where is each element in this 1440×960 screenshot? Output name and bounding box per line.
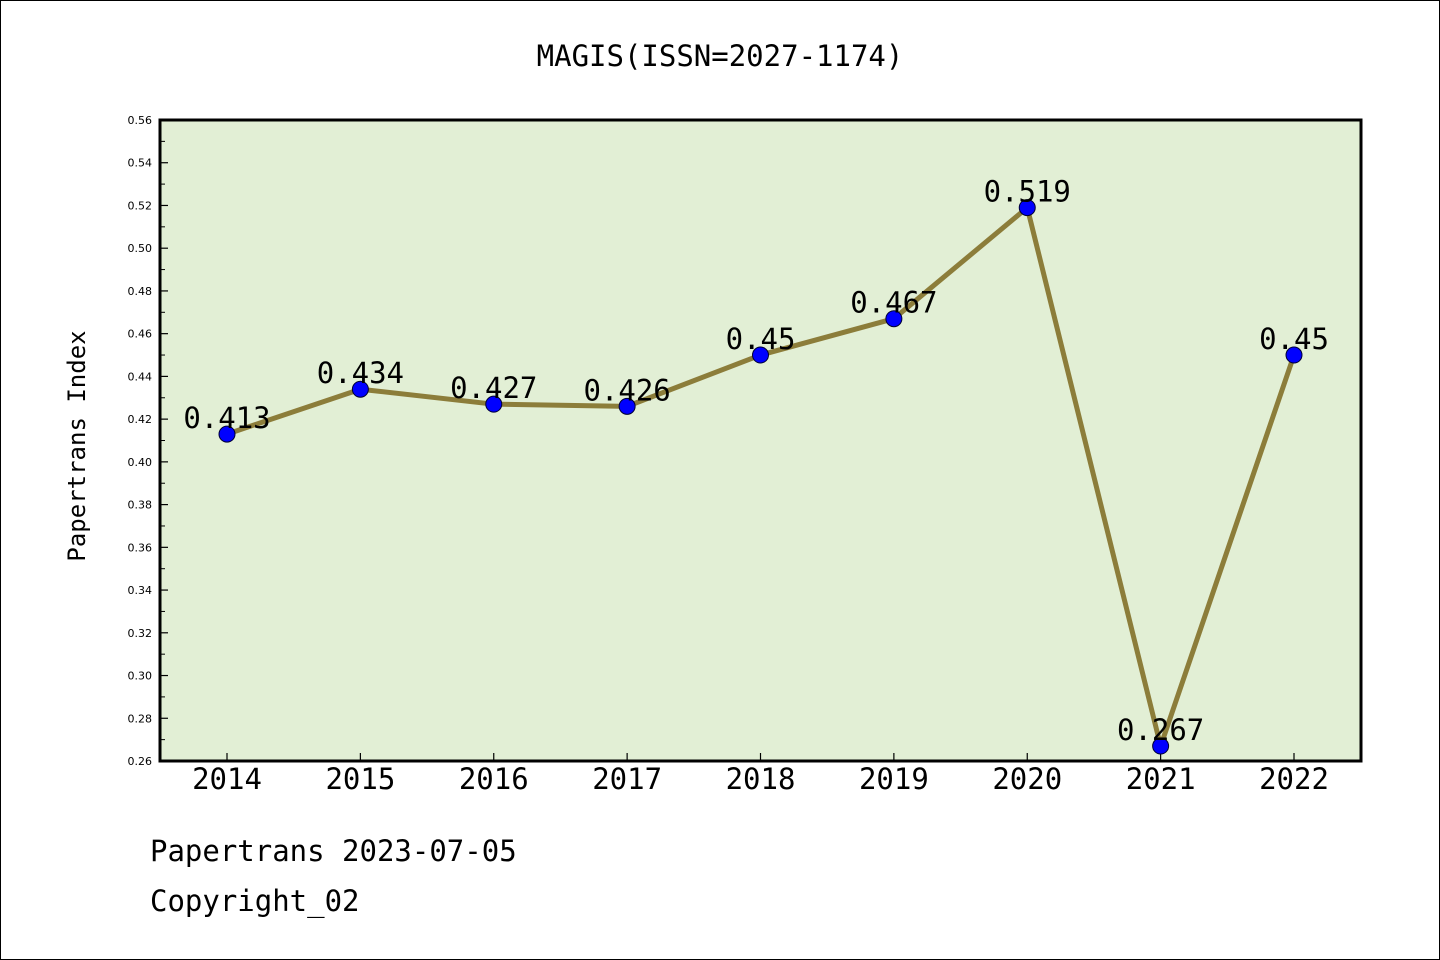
x-tick-label: 2022	[1259, 762, 1329, 796]
data-label: 0.426	[583, 373, 670, 407]
y-tick-label: 0.32	[128, 627, 153, 640]
x-tick-label: 2018	[726, 762, 796, 796]
y-tick-label: 0.54	[128, 157, 153, 170]
data-point	[218, 425, 236, 443]
data-point	[885, 310, 903, 328]
y-tick-label: 0.56	[128, 114, 153, 127]
x-tick-label: 2019	[859, 762, 929, 796]
y-axis-label: Papertrans Index	[63, 330, 91, 561]
x-tick-label: 2015	[325, 762, 395, 796]
data-label: 0.413	[183, 401, 270, 435]
y-tick-label: 0.48	[128, 285, 153, 298]
x-tick-label: 2017	[592, 762, 662, 796]
plot-area	[158, 118, 1363, 763]
footer-copyright: Copyright_02	[150, 884, 360, 918]
y-tick-label: 0.42	[128, 413, 153, 426]
data-labels: 0.413 0.434 0.427 0.426 0.45 0.467 0.519 0.267 0…	[183, 175, 1329, 747]
chart-title: MAGIS(ISSN=2027-1174)	[537, 39, 904, 73]
y-tick-label: 0.28	[128, 712, 153, 725]
data-point	[618, 397, 636, 415]
y-tick-label: 0.34	[128, 584, 153, 597]
data-label: 0.267	[1117, 713, 1204, 747]
y-tick-label: 0.30	[128, 670, 153, 683]
data-label: 0.427	[450, 371, 537, 405]
footer-date: Papertrans 2023-07-05	[150, 834, 517, 868]
data-point	[351, 380, 369, 398]
y-tick-label: 0.40	[128, 456, 153, 469]
data-point	[752, 346, 769, 364]
y-tick-label: 0.50	[128, 242, 153, 255]
data-label: 0.467	[850, 286, 937, 320]
data-point	[1152, 737, 1170, 755]
data-label: 0.45	[726, 322, 796, 356]
y-tick-label: 0.26	[128, 755, 153, 768]
y-tick-label: 0.36	[128, 541, 153, 554]
data-point	[1018, 199, 1036, 217]
y-tick-label: 0.44	[128, 370, 153, 383]
x-tick-label: 2021	[1126, 762, 1196, 796]
data-point	[485, 395, 503, 413]
x-tick-label: 2014	[192, 762, 262, 796]
y-tick-label: 0.46	[128, 328, 153, 341]
y-axis: 0.26 0.28 0.30 0.32 0.34 0.36 0.38 0.40 0.42 0.44…	[128, 114, 168, 768]
x-axis: 2014 2015 2016 2017 2018 2019 2020 2021 2022	[192, 753, 1329, 796]
data-label: 0.45	[1259, 322, 1329, 356]
data-label: 0.519	[984, 175, 1071, 209]
data-label: 0.434	[317, 356, 404, 390]
series-line-group	[218, 199, 1303, 755]
y-tick-label: 0.52	[128, 199, 153, 212]
x-tick-label: 2016	[459, 762, 529, 796]
x-tick-label: 2020	[992, 762, 1062, 796]
data-point	[1285, 346, 1303, 364]
y-tick-label: 0.38	[128, 499, 153, 512]
